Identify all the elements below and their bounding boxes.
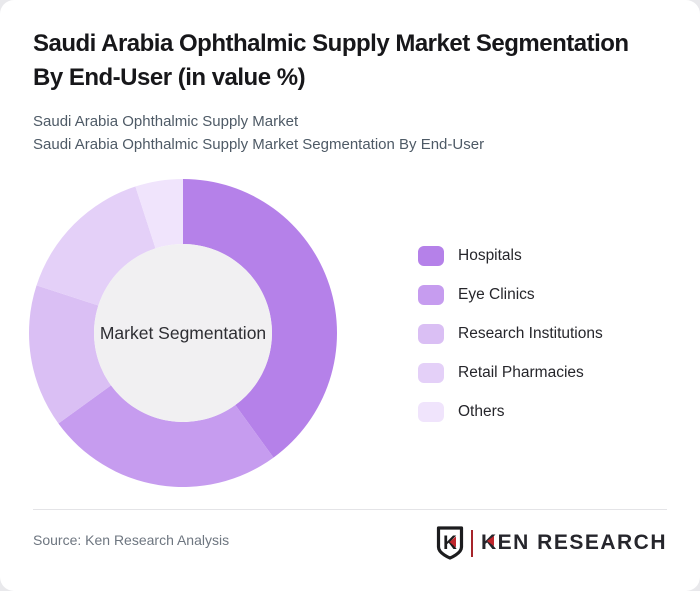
donut-hole xyxy=(93,243,273,423)
title-line-2: By End-User (in value %) xyxy=(33,64,306,91)
chart-subtitle: Saudi Arabia Ophthalmic Supply Market Sa… xyxy=(33,110,484,156)
donut-slice-retail-pharmacies[interactable] xyxy=(36,186,156,306)
legend-item-eye-clinics[interactable]: Eye Clinics xyxy=(418,285,603,305)
title-line-1: Saudi Arabia Ophthalmic Supply Market Se… xyxy=(33,30,629,57)
legend-item-research-institutions[interactable]: Research Institutions xyxy=(418,324,603,344)
legend-swatch-research-institutions xyxy=(418,324,444,344)
logo-separator xyxy=(470,529,473,557)
legend-item-hospitals[interactable]: Hospitals xyxy=(418,246,603,266)
legend-label-research-institutions: Research Institutions xyxy=(458,325,603,342)
logo-letter-k: K xyxy=(480,531,498,554)
chart-legend: Hospitals Eye Clinics Research Institution… xyxy=(418,246,603,441)
donut-slice-others[interactable] xyxy=(135,179,183,249)
legend-label-retail-pharmacies: Retail Pharmacies xyxy=(458,364,584,381)
legend-item-others[interactable]: Others xyxy=(418,402,603,422)
logo-shield-letter: K xyxy=(443,533,457,554)
legend-swatch-hospitals xyxy=(418,246,444,266)
footer-divider xyxy=(33,509,667,510)
page-title: Saudi Arabia Ophthalmic Supply Market Se… xyxy=(33,27,629,95)
donut-svg xyxy=(29,179,338,488)
legend-label-others: Others xyxy=(458,403,505,420)
subtitle-line-1: Saudi Arabia Ophthalmic Supply Market xyxy=(33,113,299,130)
ken-research-logo: K K EN RESEARCH xyxy=(436,526,667,560)
legend-swatch-others xyxy=(418,402,444,422)
legend-item-retail-pharmacies[interactable]: Retail Pharmacies xyxy=(418,363,603,383)
legend-label-hospitals: Hospitals xyxy=(458,247,522,264)
donut-slice-research-institutions[interactable] xyxy=(29,285,111,424)
legend-label-eye-clinics: Eye Clinics xyxy=(458,286,535,303)
donut-slice-hospitals[interactable] xyxy=(183,179,338,458)
source-text: Source: Ken Research Analysis xyxy=(33,532,230,548)
subtitle-line-2: Saudi Arabia Ophthalmic Supply Market Se… xyxy=(33,136,485,153)
logo-k-triangle-icon xyxy=(486,536,494,546)
donut-slice-eye-clinics[interactable] xyxy=(58,385,274,488)
legend-swatch-retail-pharmacies xyxy=(418,363,444,383)
legend-swatch-eye-clinics xyxy=(418,285,444,305)
logo-brand-text: K EN RESEARCH xyxy=(480,531,667,554)
donut-chart: Market Segmentation xyxy=(28,178,338,488)
logo-shield-icon: K xyxy=(436,526,464,560)
logo-shield-triangle xyxy=(449,536,456,548)
